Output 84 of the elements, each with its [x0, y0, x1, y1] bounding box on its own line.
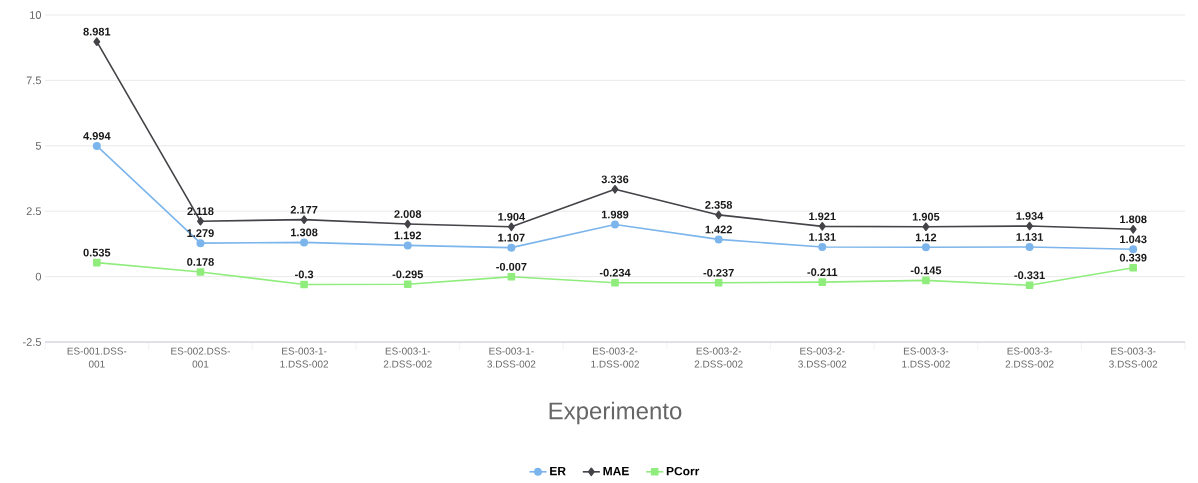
y-tick-label: 0: [35, 272, 42, 281]
x-tick-label: ES-003-2-1.DSS-002: [591, 347, 639, 368]
x-tick-label: ES-003-1-3.DSS-002: [487, 347, 536, 368]
data-label: 1.808: [1120, 215, 1147, 224]
data-label: 3.336: [601, 175, 629, 184]
y-tick-label: 10: [30, 11, 42, 19]
legend-label: PCorr: [666, 466, 700, 476]
data-label: 0.178: [187, 258, 214, 266]
x-tick-label: ES-003-3-3.DSS-002: [1109, 347, 1158, 368]
point: [714, 279, 723, 287]
point: [300, 238, 309, 247]
data-label: 0.339: [1119, 253, 1147, 262]
point: [818, 243, 827, 252]
data-label: 0.535: [83, 248, 111, 257]
point: [715, 210, 723, 220]
point: [1026, 221, 1033, 231]
x-tick-label: ES-003-3-2.DSS-002: [1005, 347, 1054, 368]
y-tick-label: 2.5: [26, 207, 41, 216]
point: [507, 272, 516, 281]
data-label: -0.237: [703, 268, 734, 277]
data-label: 1.131: [809, 233, 836, 241]
data-label: 2.008: [394, 210, 422, 218]
point: [300, 215, 308, 224]
point: [92, 141, 101, 150]
x-axis-title: Experimento: [549, 401, 682, 425]
data-label: -0.007: [496, 262, 527, 271]
data-label: 1.989: [601, 210, 629, 219]
point: [403, 280, 412, 289]
y-tick-label: 5: [35, 141, 41, 150]
x-tick-label: ES-001.DSS-001: [67, 347, 127, 368]
data-label: -0.211: [807, 268, 838, 276]
data-label: 1.192: [394, 231, 422, 240]
data-label: 1.308: [291, 228, 318, 237]
data-label: 1.12: [915, 233, 937, 242]
data-label: 1.905: [912, 212, 940, 221]
data-label: 1.921: [809, 212, 836, 221]
point: [1025, 281, 1034, 290]
x-tick-label: ES-002.DSS-001: [171, 347, 231, 368]
point: [93, 258, 101, 267]
x-tick-label: ES-003-2-2.DSS-002: [694, 347, 743, 368]
data-label: 2.177: [290, 205, 318, 214]
data-label: -0.331: [1014, 271, 1045, 280]
data-label: 2.358: [705, 200, 733, 209]
y-tick-label: -2.5: [23, 338, 41, 346]
data-label: 4.994: [83, 132, 111, 140]
point: [714, 235, 723, 244]
point: [922, 222, 930, 232]
point: [611, 185, 619, 194]
point: [611, 278, 619, 287]
data-label: -0.234: [599, 268, 631, 277]
x-tick-label: ES-003-3-1.DSS-002: [902, 347, 950, 368]
point: [507, 222, 515, 232]
point: [93, 37, 101, 46]
x-tick-label: ES-003-1-2.DSS-002: [383, 347, 432, 368]
data-label: -0.295: [392, 270, 424, 279]
x-tick-label: ES-003-2-3.DSS-002: [798, 347, 847, 368]
point: [1025, 243, 1034, 252]
data-label: 8.981: [83, 27, 111, 36]
data-label: 1.131: [1016, 233, 1043, 241]
point: [404, 219, 412, 229]
legend-label: ER: [550, 466, 566, 476]
point: [300, 280, 308, 289]
point: [196, 239, 205, 248]
point: [507, 243, 516, 252]
point: [197, 216, 204, 226]
data-label: 1.107: [498, 233, 525, 242]
y-tick-label: 7.5: [26, 76, 41, 85]
point: [403, 241, 412, 250]
point: [196, 268, 205, 276]
data-label: 1.043: [1120, 235, 1147, 244]
point: [611, 220, 620, 229]
data-label: 1.904: [498, 212, 526, 221]
data-label: 1.422: [705, 225, 732, 234]
point: [818, 222, 826, 231]
point: [818, 278, 827, 286]
point: [921, 243, 930, 252]
x-tick-label: ES-003-1-1.DSS-002: [280, 347, 329, 368]
point: [1129, 263, 1137, 272]
point: [1129, 225, 1137, 234]
data-label: 1.934: [1016, 212, 1044, 220]
legend-label: MAE: [603, 466, 629, 476]
data-label: -0.3: [295, 270, 314, 279]
point: [922, 276, 930, 285]
data-label: -0.145: [910, 266, 942, 275]
